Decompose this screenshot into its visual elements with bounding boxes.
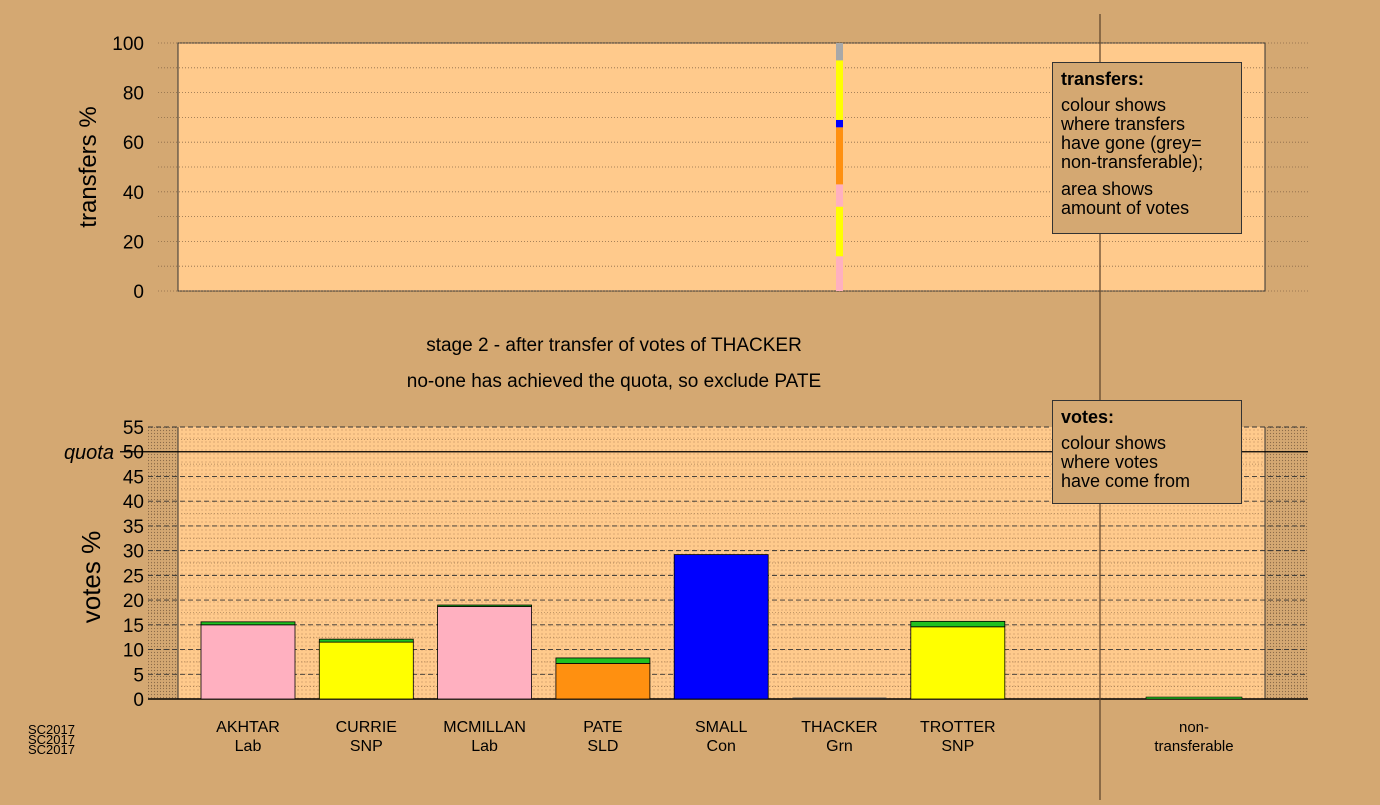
candidate-party-label: SNP bbox=[350, 738, 383, 755]
vote-bar-segment bbox=[318, 641, 414, 700]
candidate-party-label: SNP bbox=[941, 738, 974, 755]
candidate-party-label: Lab bbox=[471, 738, 498, 755]
vote-bar-segment bbox=[200, 624, 296, 700]
nontransferable-bar bbox=[1145, 696, 1243, 700]
exclude-text: no-one has achieved the quota, so exclud… bbox=[407, 371, 821, 392]
transfer-segment bbox=[836, 119, 843, 128]
watermark-1: SC2017 bbox=[28, 722, 75, 737]
transfers-legend-line: where transfers bbox=[1061, 114, 1186, 134]
votes-y-tick-label: 20 bbox=[123, 591, 144, 612]
candidate-party-label: Grn bbox=[826, 738, 853, 755]
votes-y-tick-label: 25 bbox=[123, 566, 144, 587]
votes-legend-line: have come from bbox=[1061, 471, 1191, 491]
watermark-3: SC2017 bbox=[28, 742, 75, 757]
votes-y-tick-label: 55 bbox=[123, 418, 144, 439]
votes-y-tick-label: 30 bbox=[123, 542, 144, 563]
transfers-y-tick-label: 0 bbox=[133, 282, 144, 303]
transfers-y-tick-label: 80 bbox=[123, 84, 144, 105]
votes-right-band bbox=[1265, 427, 1308, 699]
candidate-name-label: MCMILLAN bbox=[443, 719, 526, 736]
votes-y-tick-label: 50 bbox=[123, 443, 144, 464]
votes-y-tick-label: 35 bbox=[123, 517, 144, 538]
transfers-y-tick-label: 40 bbox=[123, 183, 144, 204]
watermark-2: SC2017 bbox=[28, 732, 75, 747]
stage-text: stage 2 - after transfer of votes of THA… bbox=[426, 335, 802, 356]
candidate-party-label: Lab bbox=[235, 738, 262, 755]
votes-y-tick-label: 0 bbox=[133, 690, 144, 711]
transfers-legend-line: non-transferable); bbox=[1061, 152, 1204, 172]
transfers-legend-line: colour shows bbox=[1061, 95, 1167, 115]
transfers-y-tick-label: 100 bbox=[112, 34, 144, 55]
votes-y-tick-label: 40 bbox=[123, 492, 144, 513]
candidate-party-label: SLD bbox=[587, 738, 618, 755]
vote-bar-segment bbox=[910, 620, 1006, 628]
candidate-name-label: TROTTER bbox=[920, 719, 996, 736]
votes-legend: votes: colour shows where votes have com… bbox=[1052, 400, 1242, 504]
votes-y-tick-label: 5 bbox=[133, 665, 144, 686]
votes-y-tick-label: 15 bbox=[123, 616, 144, 637]
vote-bar-segment bbox=[910, 626, 1006, 700]
transfer-segment bbox=[836, 43, 843, 61]
vote-bar-segment bbox=[318, 638, 414, 643]
transfer-segment bbox=[836, 184, 843, 207]
transfers-legend-line: amount of votes bbox=[1061, 198, 1190, 218]
votes-y-tick-label: 10 bbox=[123, 641, 144, 662]
votes-y-tick-label: 45 bbox=[123, 467, 144, 488]
nontransferable-label-1: non- bbox=[1179, 719, 1209, 736]
candidate-name-label: THACKER bbox=[801, 719, 877, 736]
transfers-y-tick-label: 20 bbox=[123, 232, 144, 253]
candidate-name-label: SMALL bbox=[695, 719, 748, 736]
transfer-segment bbox=[836, 60, 843, 120]
transfer-segment bbox=[836, 127, 843, 185]
candidate-party-label: Con bbox=[707, 738, 736, 755]
chart-texts: transfers % votes % stage 2 - after tran… bbox=[28, 106, 1234, 757]
votes-y-axis-label: votes % bbox=[76, 531, 106, 624]
candidate-name-label: PATE bbox=[583, 719, 622, 736]
transfer-segment bbox=[836, 206, 843, 257]
transfers-y-tick-label: 60 bbox=[123, 133, 144, 154]
votes-legend-line: where votes bbox=[1061, 452, 1159, 472]
vote-bar-segment bbox=[200, 621, 296, 626]
transfer-segment bbox=[836, 256, 843, 291]
candidate-name-label: AKHTAR bbox=[216, 719, 280, 736]
nontransferable-label-2: transferable bbox=[1154, 738, 1233, 755]
transfers-legend-line: area shows bbox=[1061, 179, 1154, 199]
votes-legend-line: colour shows bbox=[1061, 433, 1167, 453]
votes-legend-title: votes: bbox=[1061, 407, 1115, 427]
transfers-legend: transfers: colour shows where transfers … bbox=[1052, 62, 1242, 234]
candidate-name-label: CURRIE bbox=[336, 719, 397, 736]
transfers-legend-line: have gone (grey= bbox=[1061, 133, 1202, 153]
vote-bar-segment bbox=[437, 606, 533, 700]
transfers-y-axis-label: transfers % bbox=[75, 106, 102, 227]
vote-bar-segment bbox=[555, 657, 651, 664]
vote-bar-segment bbox=[673, 554, 769, 700]
quota-label: quota bbox=[64, 442, 114, 464]
vote-bar-segment bbox=[555, 662, 651, 700]
vote-bar-segment bbox=[437, 604, 533, 607]
transfers-legend-title: transfers: bbox=[1061, 69, 1145, 89]
